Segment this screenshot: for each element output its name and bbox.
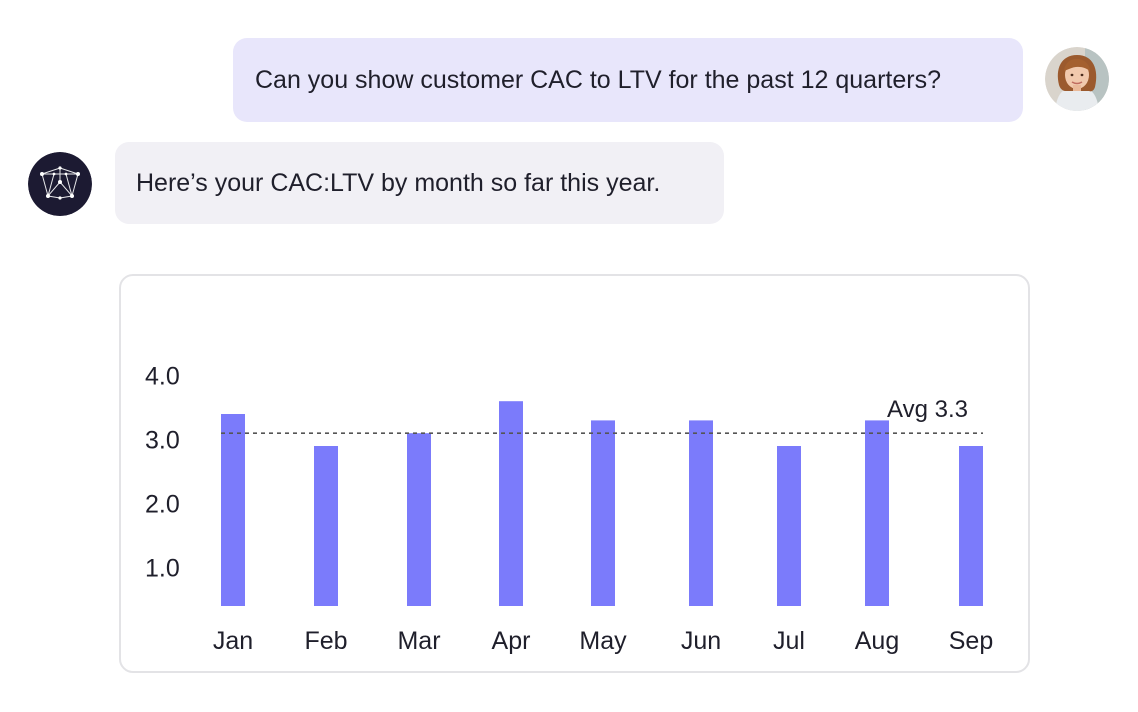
bar-feb [314, 446, 338, 606]
bar-apr [499, 401, 523, 606]
x-tick-label: Jan [213, 627, 253, 655]
network-w-logo-icon [28, 152, 92, 216]
bar-sep [959, 446, 983, 606]
bar-chart: 1.0 2.0 3.0 4.0 Jan Feb Mar Apr May Jun Jul Aug Sep A… [145, 363, 993, 655]
user-message-text: Can you show customer CAC to LTV for the… [255, 65, 941, 94]
average-label: Avg 3.3 [887, 396, 968, 423]
x-tick-label: Jun [681, 627, 721, 655]
y-tick-label: 3.0 [145, 427, 180, 455]
x-tick-label: Apr [492, 627, 531, 655]
y-tick-label: 2.0 [145, 491, 180, 519]
x-tick-label: Aug [855, 627, 899, 655]
x-tick-label: Feb [304, 627, 347, 655]
bar-may [591, 420, 615, 606]
x-tick-label: May [579, 627, 627, 655]
chart-card: 1.0 2.0 3.0 4.0 Jan Feb Mar Apr May Jun Jul Aug Sep A… [119, 274, 1030, 673]
bar-jul [777, 446, 801, 606]
x-tick-label: Jul [773, 627, 805, 655]
y-tick-label: 4.0 [145, 363, 180, 391]
y-tick-label: 1.0 [145, 555, 180, 583]
bar-jun [689, 420, 713, 606]
user-message-bubble: Can you show customer CAC to LTV for the… [233, 38, 1023, 122]
bar-aug [865, 420, 889, 606]
assistant-message-bubble: Here’s your CAC:LTV by month so far this… [115, 142, 724, 224]
x-tick-label: Mar [397, 627, 440, 655]
assistant-message-text: Here’s your CAC:LTV by month so far this… [136, 168, 661, 197]
bar-mar [407, 433, 431, 606]
bar-jan [221, 414, 245, 606]
x-tick-label: Sep [949, 627, 993, 655]
user-photo-avatar-icon[interactable] [1045, 47, 1109, 111]
